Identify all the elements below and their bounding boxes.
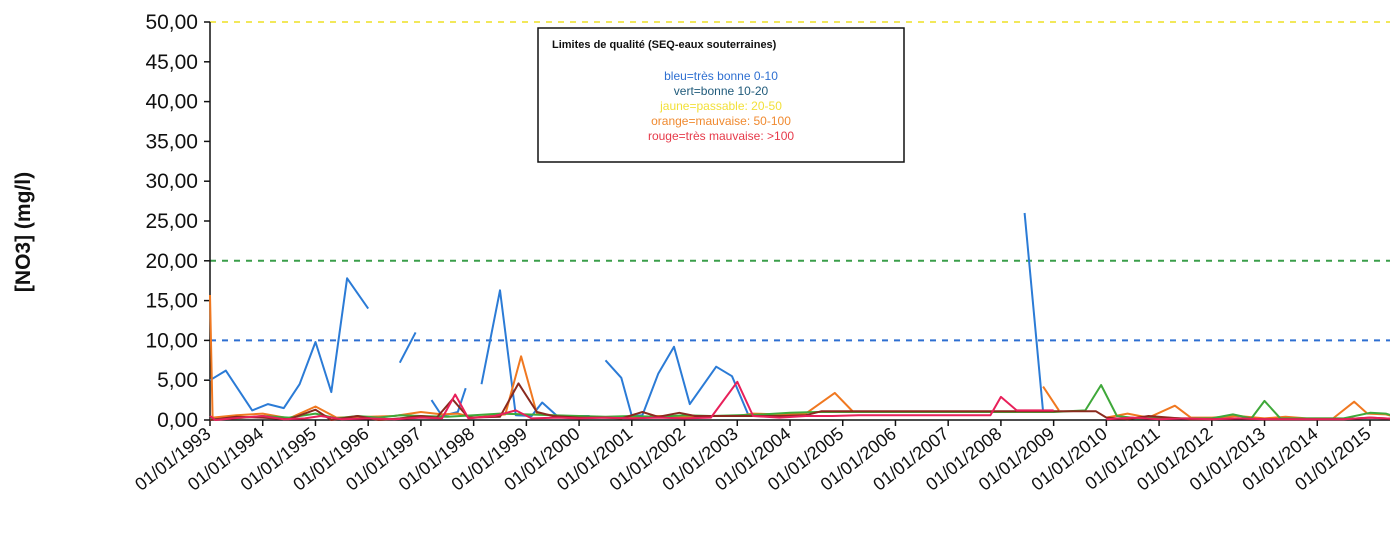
series-0-segment-5: [1023, 212, 1045, 413]
series-1-segment-0: [209, 294, 855, 420]
series-3-segment-0: [209, 382, 1390, 421]
y-tick-label: 5,00: [157, 369, 198, 392]
y-tick-label: 40,00: [145, 91, 198, 114]
y-tick-label: 25,00: [145, 210, 198, 233]
y-tick-label: 35,00: [145, 130, 198, 153]
legend-box: [537, 27, 905, 163]
series-2-segment-0: [209, 384, 1390, 421]
legend-item: bleu=très bonne 0-10: [664, 69, 778, 83]
series-1-segment-1: [1042, 386, 1060, 411]
y-tick-label: 15,00: [145, 290, 198, 313]
legend-item: orange=mauvaise: 50-100: [651, 114, 791, 128]
y-axis: 50,00 45,00 40,00 35,00 30,00 25,00 20,00 15,00…: [145, 11, 211, 432]
series-0-segment-1: [398, 331, 417, 364]
series-0-segment-4: [604, 345, 749, 417]
legend-item: rouge=très mauvaise: >100: [648, 129, 794, 143]
series-0-segment-0: [209, 277, 370, 412]
threshold-lines: [210, 21, 1390, 342]
data-series: [209, 212, 1390, 421]
legend: Limites de qualité (SEQ-eaux souterraine…: [537, 27, 905, 163]
series-4-segment-0: [209, 380, 1054, 421]
series-0-segment-2: [430, 387, 467, 417]
y-tick-label: 20,00: [145, 250, 198, 273]
y-tick-label: 30,00: [145, 170, 198, 193]
y-tick-label: 50,00: [145, 11, 198, 34]
legend-item: jaune=passable: 20-50: [659, 99, 782, 113]
series-4-segment-1: [1106, 416, 1390, 421]
series-0-segment-3: [480, 289, 590, 418]
y-tick-label: 45,00: [145, 51, 198, 74]
legend-title: Limites de qualité (SEQ-eaux souterraine…: [552, 39, 777, 51]
legend-item: vert=bonne 10-20: [674, 84, 769, 98]
y-axis-label: [NO3] (mg/l): [12, 172, 35, 292]
y-tick-label: 10,00: [145, 329, 198, 352]
x-axis: 01/01/199301/01/199401/01/199501/01/1996…: [131, 419, 1390, 495]
y-tick-label: 0,00: [157, 409, 198, 432]
